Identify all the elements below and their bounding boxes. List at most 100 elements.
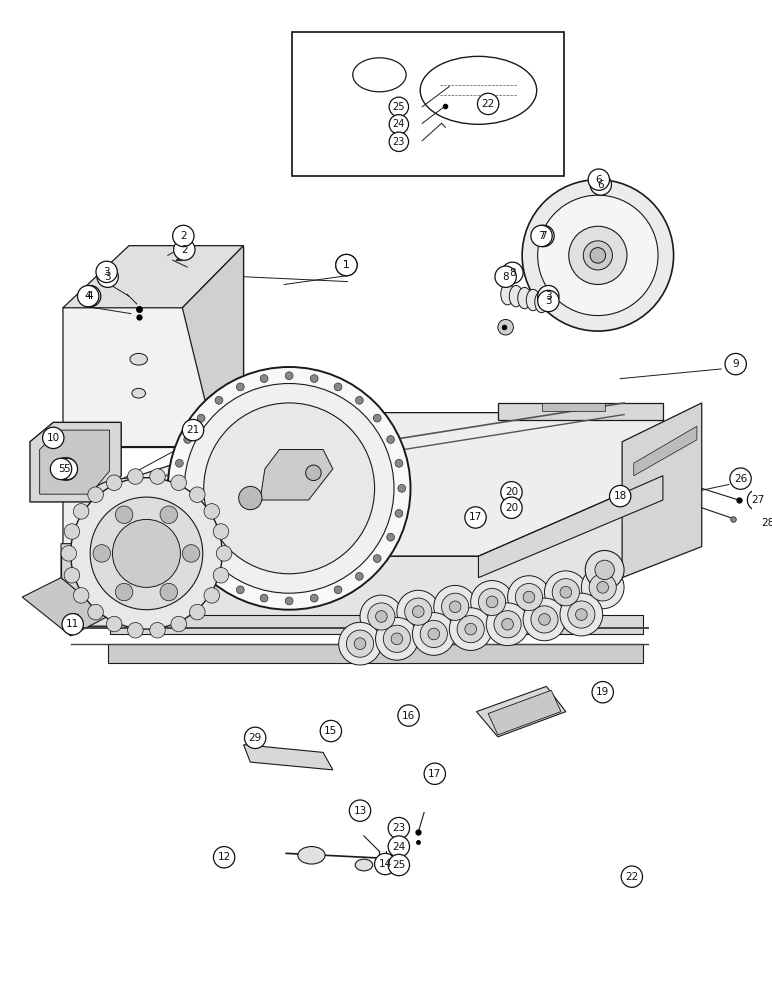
Circle shape bbox=[449, 608, 492, 650]
Circle shape bbox=[286, 597, 293, 605]
Circle shape bbox=[516, 583, 543, 611]
Circle shape bbox=[405, 598, 432, 625]
Circle shape bbox=[434, 585, 476, 628]
Circle shape bbox=[190, 604, 205, 620]
Polygon shape bbox=[63, 248, 243, 447]
Circle shape bbox=[388, 854, 409, 876]
Circle shape bbox=[182, 419, 204, 441]
Circle shape bbox=[367, 603, 395, 630]
Circle shape bbox=[160, 506, 178, 523]
Text: 13: 13 bbox=[354, 806, 367, 816]
Polygon shape bbox=[260, 450, 333, 500]
Circle shape bbox=[174, 239, 195, 260]
Circle shape bbox=[495, 266, 516, 287]
Text: 28: 28 bbox=[761, 518, 772, 528]
Text: 2: 2 bbox=[180, 231, 187, 241]
Circle shape bbox=[471, 581, 513, 623]
Circle shape bbox=[213, 568, 229, 583]
Circle shape bbox=[215, 573, 223, 580]
Ellipse shape bbox=[510, 285, 523, 307]
Ellipse shape bbox=[527, 289, 540, 311]
Circle shape bbox=[239, 486, 262, 510]
Circle shape bbox=[236, 383, 244, 391]
Circle shape bbox=[375, 611, 388, 622]
Circle shape bbox=[730, 468, 751, 489]
Polygon shape bbox=[243, 745, 333, 770]
Circle shape bbox=[567, 601, 595, 628]
Polygon shape bbox=[39, 430, 110, 494]
Circle shape bbox=[115, 506, 133, 523]
Circle shape bbox=[190, 487, 205, 502]
Circle shape bbox=[747, 489, 769, 511]
Circle shape bbox=[544, 571, 587, 614]
Polygon shape bbox=[63, 413, 663, 556]
Circle shape bbox=[42, 427, 64, 449]
Circle shape bbox=[395, 459, 403, 467]
Polygon shape bbox=[516, 605, 547, 622]
Circle shape bbox=[486, 603, 529, 646]
Ellipse shape bbox=[130, 353, 147, 365]
Text: 4: 4 bbox=[85, 291, 92, 301]
Text: 3: 3 bbox=[545, 291, 552, 301]
Circle shape bbox=[477, 93, 499, 115]
Circle shape bbox=[457, 616, 484, 643]
Polygon shape bbox=[63, 246, 243, 308]
Circle shape bbox=[339, 622, 381, 665]
Text: 19: 19 bbox=[596, 687, 609, 697]
Polygon shape bbox=[63, 476, 663, 626]
Circle shape bbox=[71, 478, 222, 629]
Text: 6: 6 bbox=[595, 175, 602, 185]
Circle shape bbox=[236, 586, 244, 594]
Circle shape bbox=[501, 497, 522, 518]
Circle shape bbox=[610, 485, 631, 507]
Circle shape bbox=[73, 504, 89, 519]
Text: 20: 20 bbox=[505, 503, 518, 513]
Ellipse shape bbox=[355, 859, 373, 871]
Circle shape bbox=[336, 254, 357, 276]
Circle shape bbox=[560, 593, 603, 636]
Circle shape bbox=[320, 720, 341, 742]
Circle shape bbox=[150, 622, 165, 638]
Text: 27: 27 bbox=[751, 495, 764, 505]
Polygon shape bbox=[107, 644, 644, 663]
Text: 22: 22 bbox=[482, 99, 495, 109]
Polygon shape bbox=[182, 246, 243, 447]
Polygon shape bbox=[110, 615, 644, 634]
Circle shape bbox=[334, 586, 342, 594]
Text: 23: 23 bbox=[393, 137, 405, 147]
Circle shape bbox=[585, 550, 624, 589]
Circle shape bbox=[523, 598, 566, 641]
Circle shape bbox=[442, 593, 469, 620]
Circle shape bbox=[310, 375, 318, 382]
Circle shape bbox=[384, 625, 411, 652]
Circle shape bbox=[245, 727, 266, 749]
Circle shape bbox=[96, 261, 117, 283]
Circle shape bbox=[449, 601, 461, 613]
Circle shape bbox=[389, 115, 408, 134]
Circle shape bbox=[175, 459, 183, 467]
Text: 23: 23 bbox=[392, 823, 405, 833]
Text: 5: 5 bbox=[58, 464, 64, 474]
Polygon shape bbox=[498, 403, 663, 420]
Circle shape bbox=[50, 458, 72, 480]
Text: 4: 4 bbox=[86, 291, 93, 301]
Text: 25: 25 bbox=[392, 860, 405, 870]
Circle shape bbox=[107, 616, 122, 632]
Polygon shape bbox=[634, 426, 697, 476]
Circle shape bbox=[56, 458, 77, 480]
Text: 1: 1 bbox=[343, 260, 350, 270]
Bar bbox=[292, 32, 564, 176]
Polygon shape bbox=[30, 422, 121, 502]
Circle shape bbox=[420, 620, 448, 648]
Circle shape bbox=[375, 617, 418, 660]
Circle shape bbox=[93, 545, 110, 562]
Circle shape bbox=[54, 457, 77, 481]
Circle shape bbox=[588, 169, 610, 190]
Circle shape bbox=[160, 583, 178, 601]
Circle shape bbox=[107, 475, 122, 491]
Circle shape bbox=[569, 226, 627, 284]
Circle shape bbox=[334, 383, 342, 391]
Text: 22: 22 bbox=[625, 872, 638, 882]
Circle shape bbox=[204, 588, 219, 603]
Ellipse shape bbox=[132, 388, 145, 398]
